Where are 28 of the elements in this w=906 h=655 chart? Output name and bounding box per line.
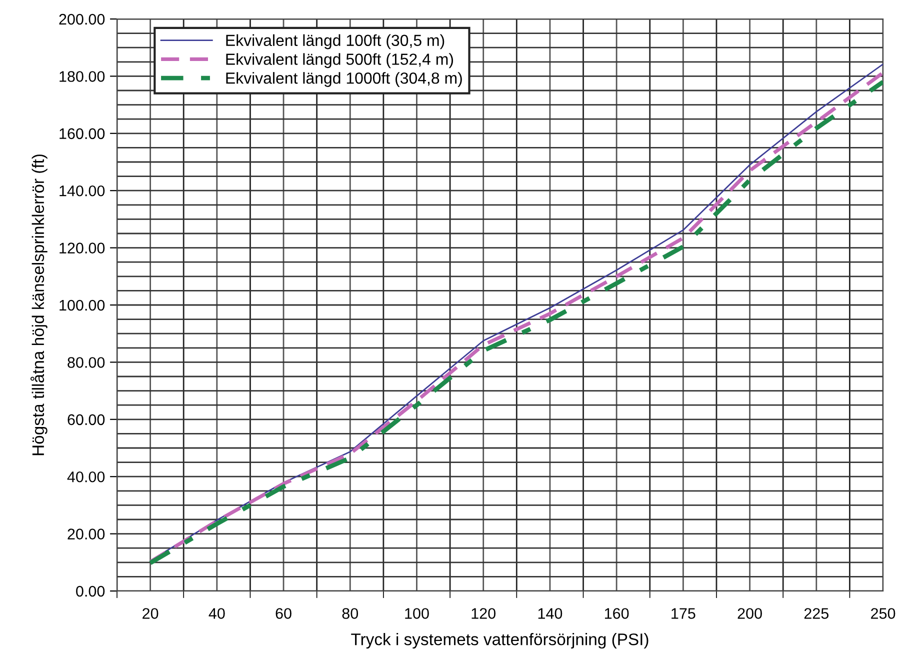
- y-tick-label: 20.00: [68, 528, 105, 540]
- y-tick-label: 100.00: [60, 300, 105, 311]
- x-tick-label: 140: [538, 608, 562, 619]
- x-tick-label: 60: [276, 608, 292, 619]
- legend-label: Ekvivalent längd 1000ft (304,8 m): [226, 72, 462, 87]
- y-tick-label: 140.00: [60, 185, 105, 196]
- y-tick-label: 180.00: [60, 71, 105, 82]
- x-tick-label: 175: [672, 608, 696, 619]
- x-tick-label: 250: [871, 608, 896, 619]
- y-tick-label: 60.00: [68, 414, 105, 426]
- x-tick-label: 80: [342, 608, 358, 619]
- x-tick-label: 40: [208, 608, 225, 619]
- x-tick-label: 160: [604, 608, 629, 619]
- x-tick-label: 200: [738, 608, 762, 619]
- x-tick-label: 20: [142, 608, 158, 619]
- y-tick-label: 0.00: [76, 586, 105, 597]
- y-tick-label: 40.00: [67, 471, 105, 482]
- x-axis-title: Tryck i systemets vattenförsörjning (PSI): [351, 633, 648, 649]
- y-axis-title: Högsta tillåtna höjd känselsprinklerrör (ft): [30, 154, 48, 456]
- x-tick-label: 100: [405, 608, 429, 619]
- y-tick-label: 200.00: [59, 14, 105, 25]
- legend-label: Ekvivalent längd 100ft (30,5 m): [226, 34, 444, 50]
- x-tick-label: 225: [804, 608, 828, 619]
- legend-label: Ekvivalent längd 500ft (152,4 m): [226, 53, 454, 68]
- y-tick-label: 120.00: [60, 242, 105, 254]
- y-tick-label: 80.00: [68, 357, 105, 368]
- x-tick-label: 120: [472, 608, 496, 619]
- y-tick-label: 160.00: [60, 128, 105, 140]
